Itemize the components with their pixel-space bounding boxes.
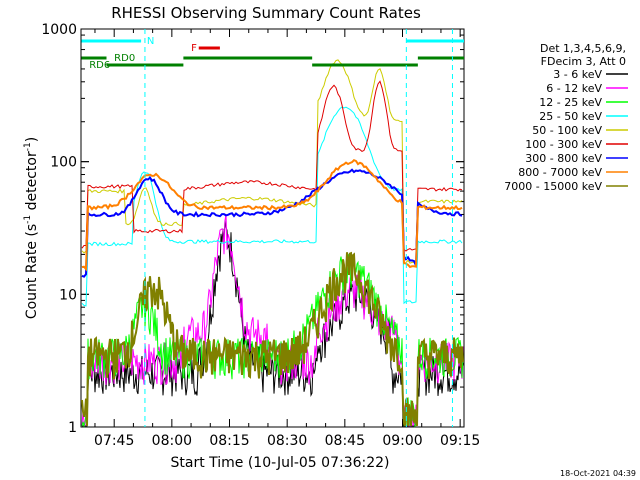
series-line xyxy=(81,59,463,265)
x-tick-label: 08:15 xyxy=(209,433,249,449)
x-tick-label: 09:00 xyxy=(382,433,422,449)
y-tick-label: 1000 xyxy=(41,22,77,38)
series-line xyxy=(81,80,463,252)
legend-label: 50 - 100 keV xyxy=(532,124,602,137)
flag-label: N xyxy=(147,36,154,47)
y-axis-label-mid: detector xyxy=(24,151,40,215)
x-tick-label: 08:30 xyxy=(267,433,307,449)
y-tick-labels: 1 10 100 1000 xyxy=(41,22,77,436)
y-tick-label: 1 xyxy=(68,420,77,436)
axis-ticks xyxy=(81,28,464,428)
series-line xyxy=(81,168,463,278)
x-tick-label: 07:45 xyxy=(94,433,134,449)
legend-label: 12 - 25 keV xyxy=(539,96,602,109)
legend-label: 100 - 300 keV xyxy=(525,138,602,151)
plot-frame xyxy=(80,28,465,428)
y-tick-label: 100 xyxy=(50,155,77,171)
legend-label: 7000 - 15000 keV xyxy=(504,180,602,193)
legend-label: 6 - 12 keV xyxy=(546,82,602,95)
timestamp: 18-Oct-2021 04:39 xyxy=(560,469,636,478)
y-tick-label: 10 xyxy=(59,287,77,303)
series-line xyxy=(81,251,464,427)
y-axis-label-sup1: -1 xyxy=(23,215,33,224)
y-axis-label-sup2: -1 xyxy=(23,142,33,151)
flag-label: RD0 xyxy=(114,53,135,64)
series-line xyxy=(81,106,463,307)
x-tick-labels: 07:45 08:00 08:15 08:30 08:45 09:00 09:15 xyxy=(94,433,480,449)
flag-bars: N F RD0 RD6 xyxy=(81,29,464,427)
flag-label: RD6 xyxy=(89,60,110,71)
legend-header: Det 1,3,4,5,6,9, xyxy=(540,42,626,55)
chart-title: RHESSI Observing Summary Count Rates xyxy=(111,4,421,22)
legend: Det 1,3,4,5,6,9,FDecim 3, Att 03 - 6 keV… xyxy=(504,42,628,193)
x-tick-label: 09:15 xyxy=(440,433,480,449)
y-axis-label: Count Rate (s-1 detector-1) xyxy=(23,137,40,319)
y-axis-label-end: ) xyxy=(24,137,40,142)
flag-label: F xyxy=(191,43,197,54)
x-axis-label: Start Time (10-Jul-05 07:36:22) xyxy=(170,455,389,471)
legend-header: FDecim 3, Att 0 xyxy=(541,55,626,68)
legend-label: 25 - 50 keV xyxy=(539,110,602,123)
x-tick-label: 08:45 xyxy=(325,433,365,449)
x-tick-label: 08:00 xyxy=(152,433,192,449)
legend-label: 800 - 7000 keV xyxy=(518,166,602,179)
y-axis-label-main: Count Rate (s xyxy=(24,224,40,319)
legend-label: 300 - 800 keV xyxy=(525,152,602,165)
series-line xyxy=(81,159,463,272)
legend-label: 3 - 6 keV xyxy=(553,68,602,81)
